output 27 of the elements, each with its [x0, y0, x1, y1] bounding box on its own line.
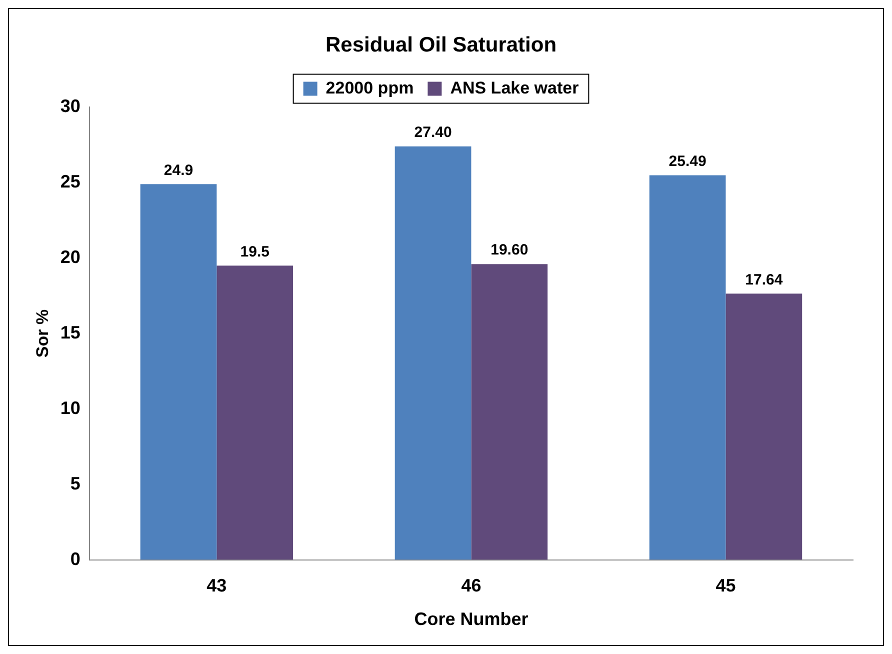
y-tick-label: 20: [60, 247, 80, 268]
bar: [140, 184, 217, 560]
data-label: 17.64: [745, 271, 784, 288]
y-tick-label: 30: [60, 96, 80, 116]
x-tick-label: 43: [206, 576, 227, 596]
data-label: 19.5: [240, 243, 270, 260]
y-tick-label: 10: [60, 398, 80, 418]
data-label: 24.9: [164, 162, 194, 179]
y-tick-label: 0: [70, 548, 80, 569]
bar: [649, 175, 726, 560]
y-tick-label: 15: [60, 322, 80, 342]
data-label: 19.60: [490, 242, 528, 259]
x-axis-title: Core Number: [414, 609, 528, 630]
chart-title: Residual Oil Saturation: [325, 33, 557, 56]
bar: [726, 294, 802, 560]
x-tick-label: 46: [461, 576, 482, 596]
y-tick-label: 25: [60, 172, 80, 192]
x-tick-label: 45: [716, 576, 736, 596]
bar: [471, 264, 548, 560]
bar: [394, 146, 472, 560]
legend-label: 22000 ppm: [326, 78, 414, 98]
data-label: 25.49: [668, 152, 706, 170]
y-axis-title: Sor %: [32, 309, 52, 358]
bar: [216, 266, 294, 560]
y-tick-label: 5: [70, 473, 80, 494]
data-label: 27.40: [414, 124, 452, 142]
legend-label: ANS Lake water: [450, 78, 580, 98]
